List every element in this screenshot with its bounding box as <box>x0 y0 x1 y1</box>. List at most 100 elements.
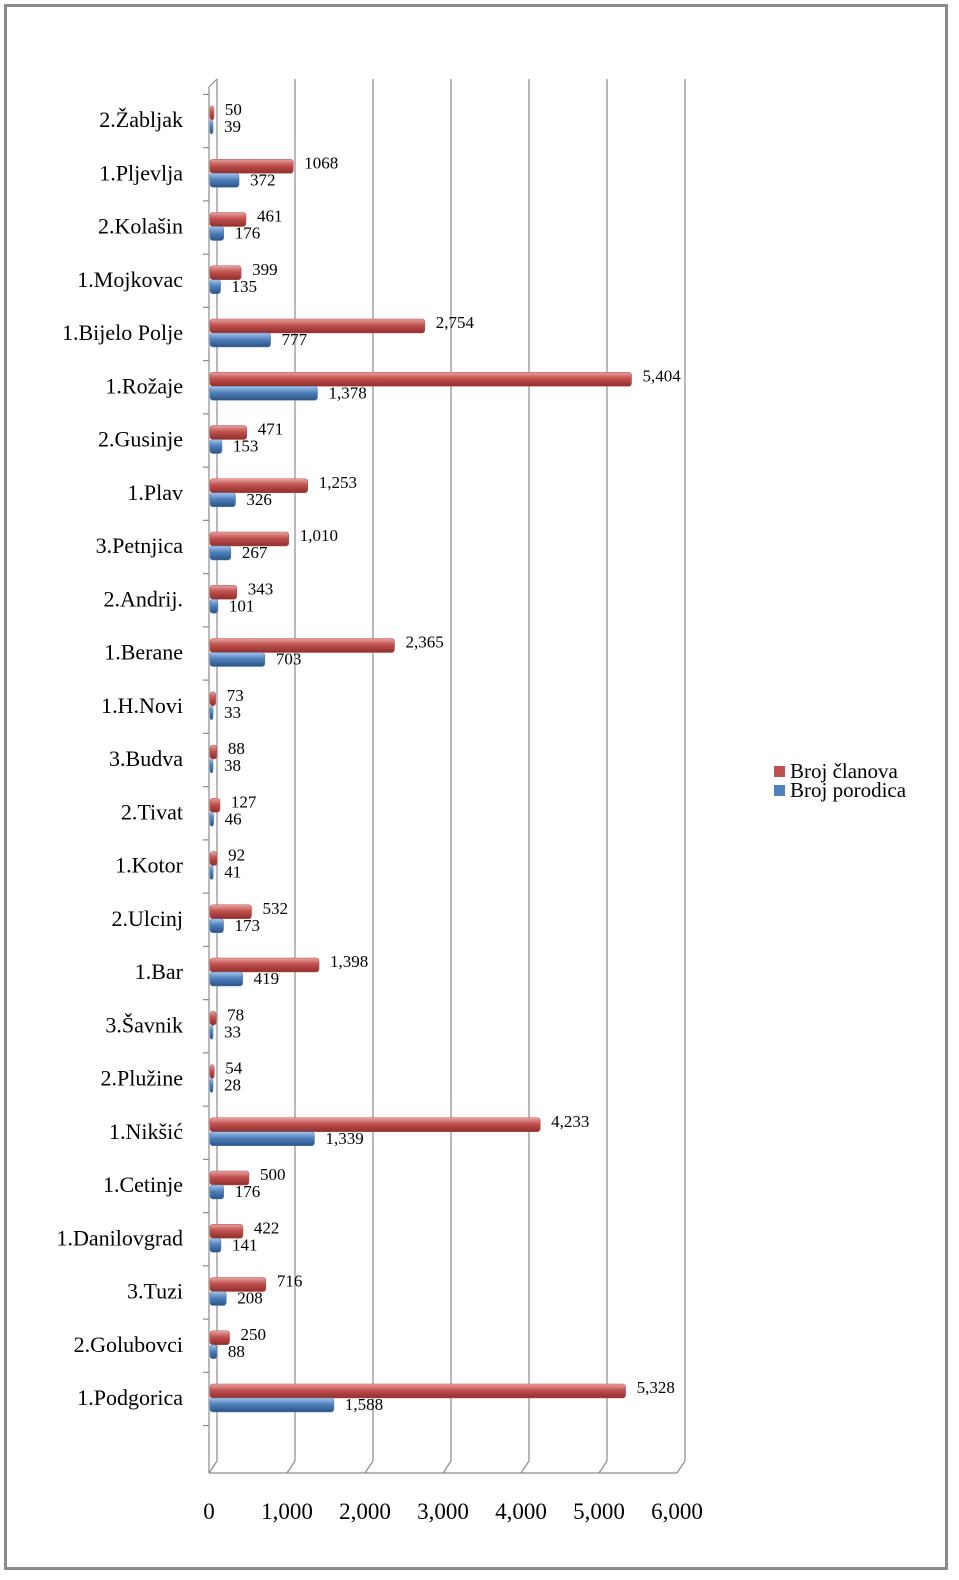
data-label-broj-clanova-1-cetinje: 500 <box>260 1165 286 1184</box>
bar-broj-porodica-2-zabljak <box>209 119 214 135</box>
data-label-broj-porodica-1-bijelo-polje: 777 <box>282 330 308 349</box>
bar-broj-clanova-2-kolasin <box>209 212 247 227</box>
bar-broj-clanova-1-bar <box>209 957 320 973</box>
bar-broj-clanova-1-mojkovac <box>209 265 242 281</box>
data-label-broj-porodica-1-niksic: 1,339 <box>325 1129 363 1148</box>
bar-broj-clanova-2-golubovci <box>209 1330 230 1346</box>
bar-broj-porodica-2-gusinje <box>209 439 223 454</box>
data-label-broj-clanova-1-bijelo-polje: 2,754 <box>436 313 475 332</box>
bar-broj-clanova-2-gusinje <box>209 425 248 440</box>
data-label-broj-clanova-2-golubovci: 250 <box>241 1325 267 1344</box>
category-label-3-savnik: 3.Šavnik <box>105 1012 183 1037</box>
bar-broj-porodica-3-tuzi <box>209 1291 227 1306</box>
bar-broj-porodica-2-pluzine <box>209 1078 214 1093</box>
data-label-broj-porodica-1-berane: 703 <box>276 650 302 669</box>
bar-broj-porodica-3-petnjica <box>209 545 232 561</box>
labels: 0 1,000 2,000 3,000 4,000 5,000 6,000 1.Podgori… <box>57 100 703 1524</box>
bar-broj-porodica-2-tivat <box>209 811 214 827</box>
data-label-broj-porodica-2-tivat: 46 <box>225 809 242 828</box>
category-label-2-gusinje: 2.Gusinje <box>98 427 183 452</box>
data-label-broj-clanova-1-bar: 1,398 <box>330 952 368 971</box>
bar-broj-clanova-1-pljevlja <box>209 158 294 174</box>
data-label-broj-porodica-2-zabljak: 39 <box>224 117 241 136</box>
data-label-broj-porodica-1-bar: 419 <box>254 969 280 988</box>
data-label-broj-clanova-3-petnjica: 1,010 <box>300 526 338 545</box>
data-label-broj-clanova-1-niksic: 4,233 <box>551 1112 589 1131</box>
chart-frame: 0 1,000 2,000 3,000 4,000 5,000 6,000 1.Podgori… <box>4 4 948 1570</box>
data-label-broj-porodica-1-danilovgrad: 141 <box>232 1235 257 1254</box>
category-label-3-petnjica: 3.Petnjica <box>96 533 184 558</box>
bar-broj-porodica-2-andrij <box>209 598 219 614</box>
bar-chart: 0 1,000 2,000 3,000 4,000 5,000 6,000 1.Podgori… <box>57 78 907 1524</box>
category-label-1-cetinje: 1.Cetinje <box>103 1172 183 1197</box>
data-label-broj-clanova-2-pluzine: 54 <box>225 1059 243 1078</box>
category-label-1-plav: 1.Plav <box>127 480 183 505</box>
legend-swatch-broj-clanova <box>774 766 785 777</box>
axes <box>203 78 677 1474</box>
data-label-broj-porodica-2-kolasin: 176 <box>235 224 261 243</box>
gridline-floor-4 <box>520 1460 530 1474</box>
x-tick-label-5: 5,000 <box>573 1499 625 1524</box>
category-label-1-pljevlja: 1.Pljevlja <box>99 160 183 185</box>
x-tick-label-6: 6,000 <box>651 1499 703 1524</box>
data-label-broj-clanova-2-tivat: 127 <box>231 792 257 811</box>
data-label-broj-porodica-1-plav: 326 <box>246 490 271 509</box>
bar-broj-porodica-3-budva <box>209 758 214 774</box>
bar-broj-clanova-3-savnik <box>209 1010 217 1026</box>
bar-broj-clanova-1-kotor <box>209 851 218 866</box>
legend-label-broj-clanova: Broj članova <box>790 759 899 783</box>
bar-broj-porodica-1-h-novi <box>209 705 214 721</box>
bar-broj-porodica-2-kolasin <box>209 226 225 241</box>
data-label-broj-porodica-3-savnik: 33 <box>224 1022 241 1041</box>
category-label-1-rozaje: 1.Rožaje <box>105 373 183 398</box>
bar-broj-clanova-1-berane <box>209 638 395 653</box>
x-tick-label-2: 2,000 <box>339 1499 391 1524</box>
bar-broj-porodica-1-mojkovac <box>209 279 221 295</box>
data-label-broj-clanova-1-berane: 2,365 <box>405 633 443 652</box>
data-label-broj-clanova-2-gusinje: 471 <box>258 420 284 439</box>
bar-broj-clanova-2-ulcinj <box>209 904 252 920</box>
gridline-floor-3 <box>442 1460 452 1474</box>
category-label-3-budva: 3.Budva <box>109 746 183 771</box>
data-label-broj-clanova-3-savnik: 78 <box>227 1005 244 1024</box>
category-label-3-tuzi: 3.Tuzi <box>127 1279 183 1304</box>
bar-broj-clanova-1-rozaje <box>209 371 632 387</box>
category-label-2-kolasin: 2.Kolašin <box>98 214 183 239</box>
category-label-1-mojkovac: 1.Mojkovac <box>77 267 183 292</box>
data-label-broj-porodica-1-pljevlja: 372 <box>250 170 275 189</box>
data-label-broj-clanova-2-ulcinj: 532 <box>262 899 288 918</box>
category-label-1-berane: 1.Berane <box>104 640 183 665</box>
data-label-broj-clanova-1-h-novi: 73 <box>227 686 244 705</box>
bars <box>209 105 632 1413</box>
data-label-broj-porodica-2-andrij: 101 <box>229 596 255 615</box>
data-label-broj-porodica-2-pluzine: 28 <box>224 1076 241 1095</box>
data-label-broj-porodica-1-podgorica: 1,588 <box>345 1395 383 1414</box>
category-label-2-golubovci: 2.Golubovci <box>74 1332 183 1357</box>
category-label-1-h-novi: 1.H.Novi <box>101 693 183 718</box>
bar-broj-porodica-1-berane <box>209 652 266 667</box>
data-label-broj-porodica-1-mojkovac: 135 <box>232 277 258 296</box>
data-label-broj-porodica-3-tuzi: 208 <box>237 1289 263 1308</box>
bar-broj-clanova-2-andrij <box>209 584 238 600</box>
gridline-floor-6 <box>676 1460 686 1474</box>
data-label-broj-clanova-1-pljevlja: 1068 <box>304 153 338 172</box>
bar-broj-porodica-1-podgorica <box>209 1397 335 1413</box>
data-label-broj-porodica-3-petnjica: 267 <box>242 543 268 562</box>
x-tick-label-1: 1,000 <box>261 1499 313 1524</box>
gridline-floor-2 <box>364 1460 374 1474</box>
category-label-1-niksic: 1.Nikšić <box>109 1119 183 1144</box>
bar-broj-porodica-1-cetinje <box>209 1184 225 1200</box>
category-label-1-bar: 1.Bar <box>135 959 184 984</box>
category-label-2-andrij: 2.Andrij. <box>104 586 183 611</box>
data-label-broj-clanova-1-danilovgrad: 422 <box>254 1218 280 1237</box>
data-label-broj-clanova-2-andrij: 343 <box>248 579 274 598</box>
data-label-broj-porodica-1-h-novi: 33 <box>224 703 241 722</box>
bar-broj-porodica-2-golubovci <box>209 1344 218 1360</box>
bar-broj-porodica-1-kotor <box>209 865 214 880</box>
data-label-broj-porodica-2-golubovci: 88 <box>228 1342 245 1361</box>
bar-broj-porodica-1-danilovgrad <box>209 1237 222 1253</box>
gridlines <box>208 79 686 1474</box>
bar-broj-clanova-2-tivat <box>209 797 221 813</box>
bar-broj-clanova-1-danilovgrad <box>209 1223 244 1239</box>
bar-broj-porodica-1-plav <box>209 492 236 508</box>
